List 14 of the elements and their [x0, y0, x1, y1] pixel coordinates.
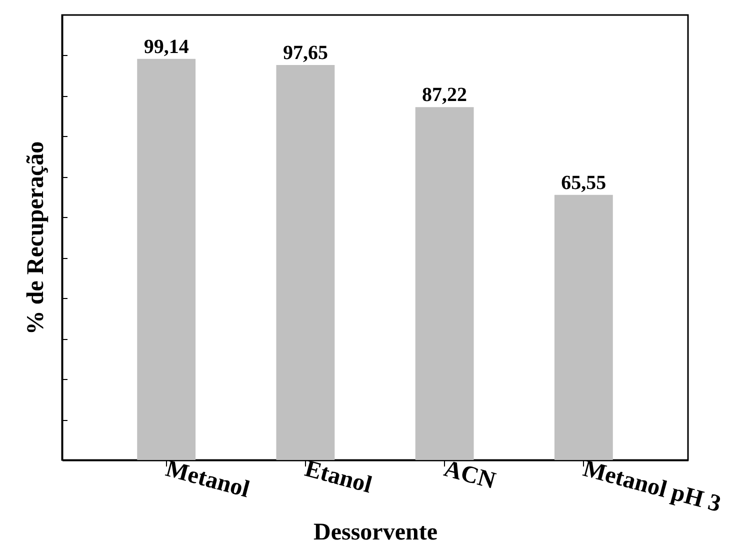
bar: [137, 58, 196, 460]
data-label: 97,65: [282, 42, 328, 64]
bar: [554, 194, 613, 460]
data-label: 99,14: [144, 36, 189, 58]
bar: [276, 64, 335, 460]
bar: [415, 107, 474, 460]
x-tick-label: ACN: [441, 456, 499, 495]
x-tick-label: Etanol: [302, 456, 375, 499]
x-tick-label: Metanol pH 3: [580, 456, 724, 518]
y-axis-title: % de Recuperação: [23, 141, 49, 335]
data-label: 87,22: [422, 84, 468, 106]
data-label: 65,55: [561, 172, 606, 194]
x-axis-title: Dessorvente: [314, 520, 438, 546]
x-tick-label: Metanol: [162, 456, 252, 504]
